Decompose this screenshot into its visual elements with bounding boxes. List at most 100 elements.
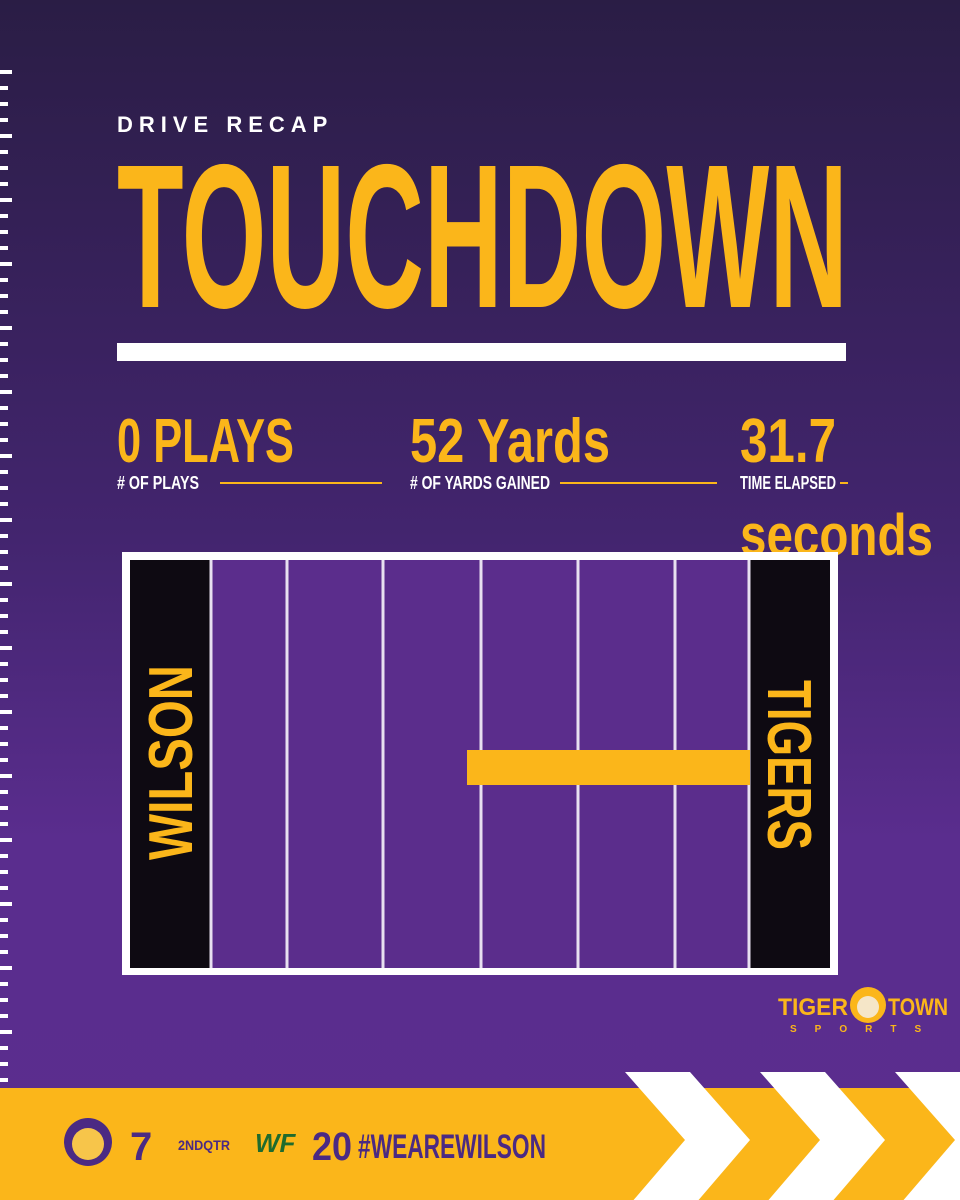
edge-tick	[0, 726, 8, 730]
edge-tick	[0, 358, 8, 362]
stat-value: 0 PLAYS	[117, 407, 294, 476]
chevron	[625, 1072, 750, 1200]
brand-sub: SPORTS	[790, 1024, 939, 1035]
chevron	[895, 1072, 960, 1200]
edge-tick	[0, 310, 8, 314]
title: TOUCHDOWN	[117, 122, 848, 351]
stat-value: 31.7	[740, 407, 836, 476]
edge-tick	[0, 838, 12, 842]
edge-tick	[0, 678, 8, 682]
stat-rule	[220, 482, 382, 484]
edge-tick	[0, 918, 8, 922]
stat-label: # OF PLAYS	[117, 473, 199, 493]
edge-tick	[0, 278, 8, 282]
divider	[117, 343, 846, 361]
chevron	[760, 1072, 885, 1200]
field: WILSON TIGERS	[122, 552, 838, 975]
kicker: DRIVE RECAP	[117, 112, 333, 137]
edge-tick	[0, 934, 8, 938]
edge-tick	[0, 390, 12, 394]
edge-tick	[0, 230, 8, 234]
edge-tick	[0, 1030, 12, 1034]
endzone	[130, 560, 210, 968]
edge-tick	[0, 518, 12, 522]
stat-label: TIME ELAPSED	[740, 473, 836, 493]
edge-tick	[0, 598, 8, 602]
away-score: 20	[312, 1125, 352, 1169]
away-logo: WF	[255, 1128, 297, 1158]
edge-tick	[0, 86, 8, 90]
edge-tick	[0, 502, 8, 506]
edge-tick	[0, 166, 8, 170]
footer-logo	[64, 1118, 112, 1166]
home-logo	[72, 1128, 104, 1160]
edge-tick	[0, 790, 8, 794]
edge-tick	[0, 630, 8, 634]
edge-tick	[0, 1062, 8, 1066]
hashtag: #WEAREWILSON	[358, 1128, 546, 1166]
endzone-label: TIGERS	[754, 680, 823, 850]
home-score: 7	[130, 1125, 152, 1169]
endzone-label: WILSON	[137, 665, 206, 860]
edge-tick	[0, 438, 8, 442]
edge-tick	[0, 982, 8, 986]
edge-tick	[0, 150, 8, 154]
edge-tick	[0, 710, 12, 714]
edge-tick	[0, 1078, 8, 1082]
edge-tick	[0, 198, 12, 202]
edge-tick	[0, 662, 8, 666]
brand-text: TOWN	[888, 994, 948, 1021]
edge-tick	[0, 694, 8, 698]
edge-tick	[0, 806, 8, 810]
stat-rule	[840, 482, 848, 484]
edge-tick	[0, 966, 12, 970]
edge-tick	[0, 998, 8, 1002]
edge-tick	[0, 774, 12, 778]
stat-rule	[560, 482, 717, 484]
edge-tick	[0, 566, 8, 570]
edge-tick	[0, 70, 12, 74]
edge-tick	[0, 534, 8, 538]
edge-tick	[0, 454, 12, 458]
edge-tick	[0, 742, 8, 746]
edge-tick	[0, 902, 12, 906]
edge-ticks	[0, 70, 12, 1082]
edge-tick	[0, 326, 12, 330]
edge-tick	[0, 214, 8, 218]
brand-logo	[857, 996, 879, 1018]
edge-tick	[0, 1014, 8, 1018]
edge-tick	[0, 262, 12, 266]
edge-tick	[0, 294, 8, 298]
edge-tick	[0, 486, 8, 490]
edge-tick	[0, 422, 8, 426]
edge-tick	[0, 102, 8, 106]
edge-tick	[0, 246, 8, 250]
stat-value: 52 Yards	[410, 407, 610, 476]
edge-tick	[0, 182, 8, 186]
edge-tick	[0, 870, 8, 874]
chevrons	[625, 1072, 960, 1200]
edge-tick	[0, 470, 8, 474]
edge-tick	[0, 950, 8, 954]
edge-tick	[0, 1046, 8, 1050]
edge-tick	[0, 342, 8, 346]
drive-bar	[467, 750, 750, 785]
brand: TIGER TOWN SPORTS	[778, 987, 948, 1035]
edge-tick	[0, 550, 8, 554]
edge-tick	[0, 374, 8, 378]
edge-tick	[0, 822, 8, 826]
edge-tick	[0, 758, 8, 762]
period: 2NDQTR	[178, 1137, 230, 1153]
edge-tick	[0, 582, 12, 586]
edge-tick	[0, 406, 8, 410]
edge-tick	[0, 886, 8, 890]
edge-tick	[0, 118, 8, 122]
endzone	[750, 560, 830, 968]
edge-tick	[0, 134, 12, 138]
edge-tick	[0, 854, 8, 858]
brand-text: TIGER	[778, 994, 848, 1021]
edge-tick	[0, 646, 12, 650]
edge-tick	[0, 614, 8, 618]
